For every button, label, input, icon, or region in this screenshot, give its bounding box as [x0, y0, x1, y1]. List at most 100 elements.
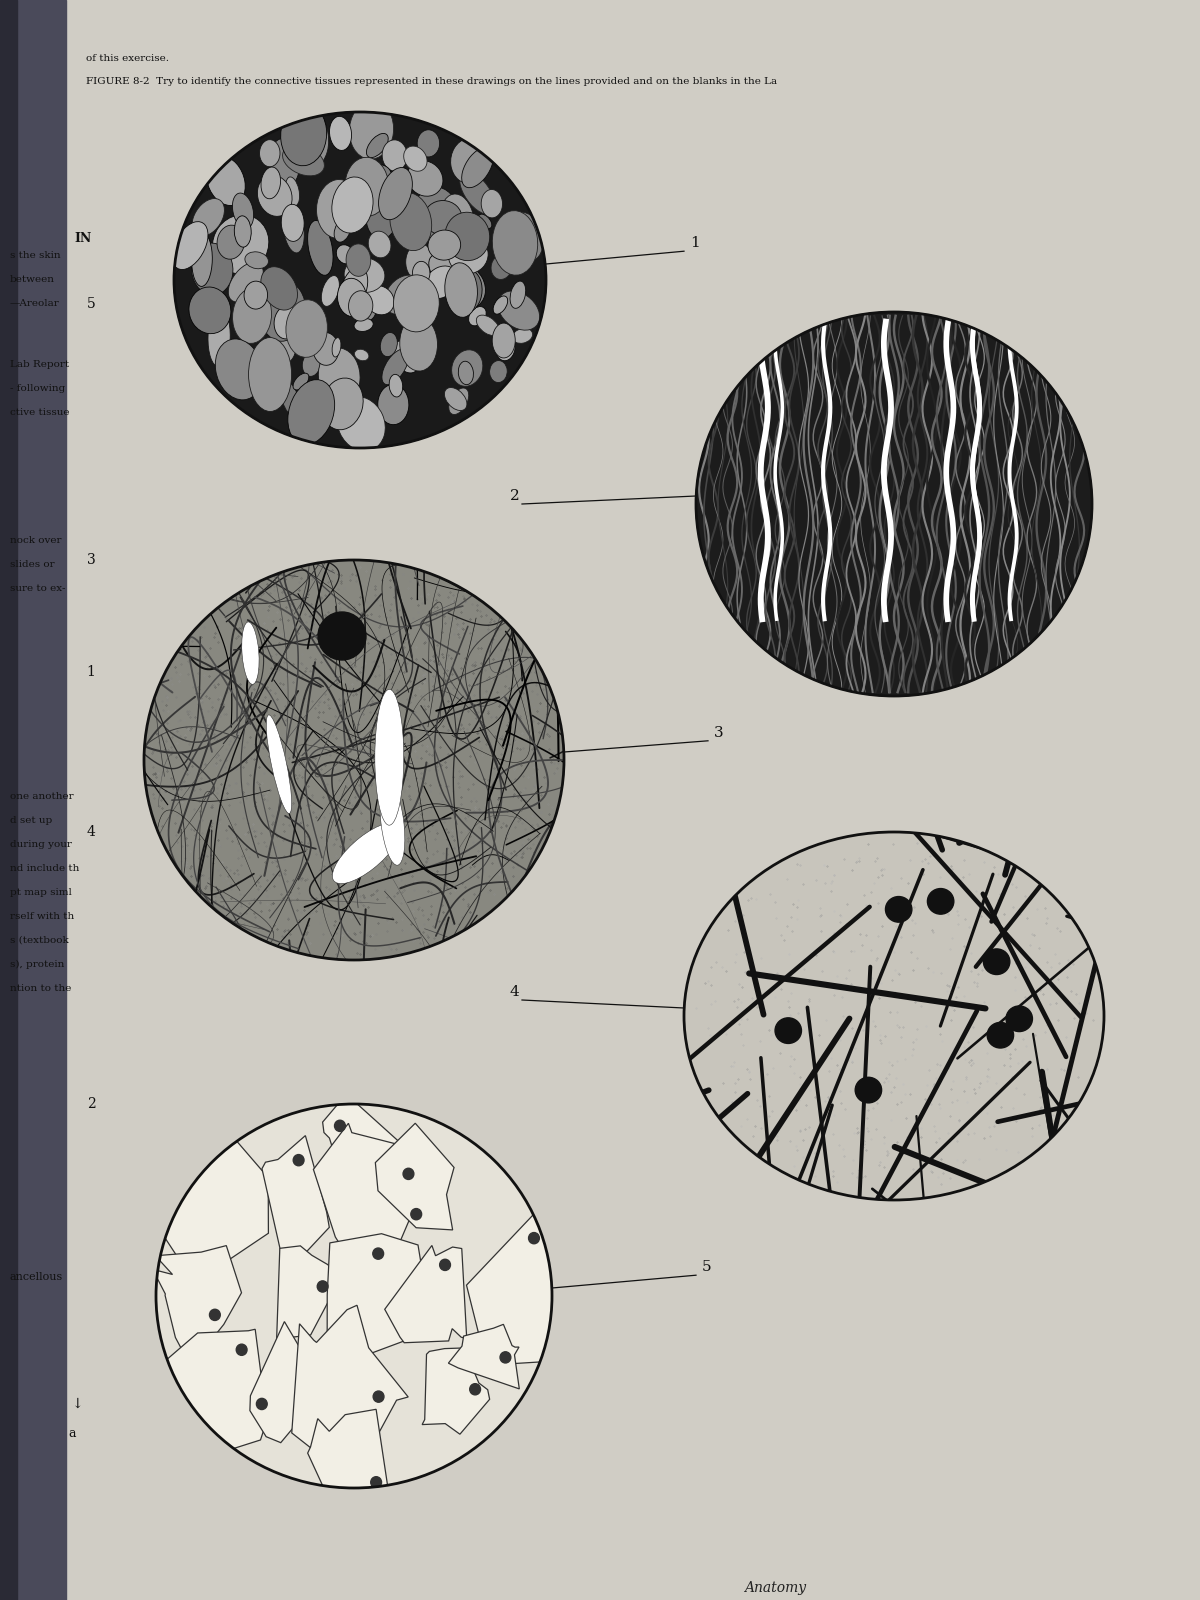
- Text: a: a: [68, 1427, 76, 1440]
- Ellipse shape: [270, 326, 296, 363]
- Text: s), protein: s), protein: [10, 960, 64, 970]
- Ellipse shape: [212, 214, 269, 274]
- Ellipse shape: [217, 226, 245, 259]
- Ellipse shape: [444, 387, 467, 411]
- Ellipse shape: [512, 328, 533, 344]
- Ellipse shape: [984, 949, 1010, 974]
- Ellipse shape: [208, 307, 230, 366]
- Text: 1: 1: [690, 237, 700, 250]
- Ellipse shape: [384, 275, 422, 314]
- Ellipse shape: [168, 1166, 179, 1178]
- Ellipse shape: [498, 291, 540, 330]
- Ellipse shape: [332, 338, 341, 357]
- Ellipse shape: [378, 384, 409, 424]
- Text: 5: 5: [702, 1261, 712, 1274]
- Text: 4: 4: [86, 826, 96, 838]
- Ellipse shape: [344, 157, 389, 216]
- Ellipse shape: [318, 611, 366, 659]
- Ellipse shape: [418, 130, 439, 157]
- Ellipse shape: [696, 312, 1092, 696]
- Ellipse shape: [440, 194, 474, 245]
- Text: FIGURE 8-2  Try to identify the connective tissues represented in these drawings: FIGURE 8-2 Try to identify the connectiv…: [86, 77, 778, 86]
- Polygon shape: [262, 1136, 329, 1274]
- Ellipse shape: [244, 282, 268, 309]
- Polygon shape: [148, 1106, 269, 1293]
- Ellipse shape: [493, 296, 508, 314]
- Polygon shape: [152, 1245, 241, 1366]
- Ellipse shape: [353, 299, 376, 322]
- Polygon shape: [250, 1322, 326, 1443]
- Bar: [0, 0, 66, 1600]
- Ellipse shape: [445, 213, 490, 261]
- Text: Anatomy: Anatomy: [744, 1581, 806, 1595]
- Ellipse shape: [451, 269, 482, 314]
- Bar: [0, 0, 17, 1600]
- Ellipse shape: [373, 1390, 384, 1402]
- Text: one another: one another: [10, 792, 73, 802]
- Ellipse shape: [886, 896, 912, 922]
- Ellipse shape: [320, 370, 352, 400]
- Ellipse shape: [449, 237, 488, 274]
- Ellipse shape: [378, 168, 413, 219]
- Ellipse shape: [288, 379, 335, 445]
- Ellipse shape: [428, 230, 461, 261]
- Ellipse shape: [424, 266, 457, 299]
- Ellipse shape: [449, 240, 472, 267]
- Ellipse shape: [368, 230, 391, 258]
- Text: during your: during your: [10, 840, 72, 850]
- Ellipse shape: [462, 147, 493, 187]
- Polygon shape: [149, 1330, 274, 1453]
- Polygon shape: [385, 1245, 467, 1342]
- Ellipse shape: [260, 267, 298, 310]
- Ellipse shape: [354, 349, 368, 360]
- Ellipse shape: [317, 1282, 328, 1293]
- Ellipse shape: [322, 275, 340, 306]
- Ellipse shape: [366, 133, 389, 157]
- Text: 5: 5: [86, 298, 96, 310]
- Ellipse shape: [510, 282, 526, 309]
- Ellipse shape: [282, 382, 299, 414]
- Text: - following: - following: [10, 384, 65, 394]
- Ellipse shape: [336, 245, 354, 264]
- Ellipse shape: [281, 104, 326, 166]
- Text: rself with th: rself with th: [10, 912, 74, 922]
- Ellipse shape: [684, 832, 1104, 1200]
- Ellipse shape: [380, 781, 404, 866]
- Ellipse shape: [392, 341, 419, 373]
- Ellipse shape: [413, 187, 458, 245]
- Ellipse shape: [334, 219, 350, 242]
- Polygon shape: [307, 1410, 389, 1533]
- Ellipse shape: [496, 334, 515, 360]
- Ellipse shape: [337, 278, 366, 317]
- Polygon shape: [328, 1234, 427, 1362]
- Ellipse shape: [469, 1384, 480, 1395]
- Ellipse shape: [775, 1018, 802, 1043]
- Ellipse shape: [248, 338, 292, 411]
- Ellipse shape: [337, 397, 385, 451]
- Ellipse shape: [492, 323, 515, 358]
- Ellipse shape: [192, 232, 212, 286]
- Ellipse shape: [403, 146, 427, 171]
- Text: 2: 2: [86, 1098, 96, 1110]
- Text: nock over: nock over: [10, 536, 61, 546]
- Ellipse shape: [444, 264, 486, 309]
- Ellipse shape: [228, 262, 263, 302]
- Ellipse shape: [988, 1022, 1014, 1048]
- Text: between: between: [10, 275, 55, 285]
- Ellipse shape: [374, 690, 403, 826]
- Ellipse shape: [451, 350, 482, 386]
- Ellipse shape: [479, 214, 492, 229]
- Ellipse shape: [335, 1120, 346, 1131]
- Polygon shape: [422, 1347, 490, 1434]
- Text: d set up: d set up: [10, 816, 52, 826]
- Polygon shape: [277, 1246, 337, 1339]
- Text: pt map siml: pt map siml: [10, 888, 72, 898]
- Ellipse shape: [856, 1077, 882, 1102]
- Ellipse shape: [263, 282, 284, 306]
- Ellipse shape: [439, 1259, 450, 1270]
- Ellipse shape: [156, 1104, 552, 1488]
- Ellipse shape: [260, 166, 281, 198]
- Text: slides or: slides or: [10, 560, 54, 570]
- Ellipse shape: [289, 413, 310, 435]
- Ellipse shape: [371, 1477, 382, 1488]
